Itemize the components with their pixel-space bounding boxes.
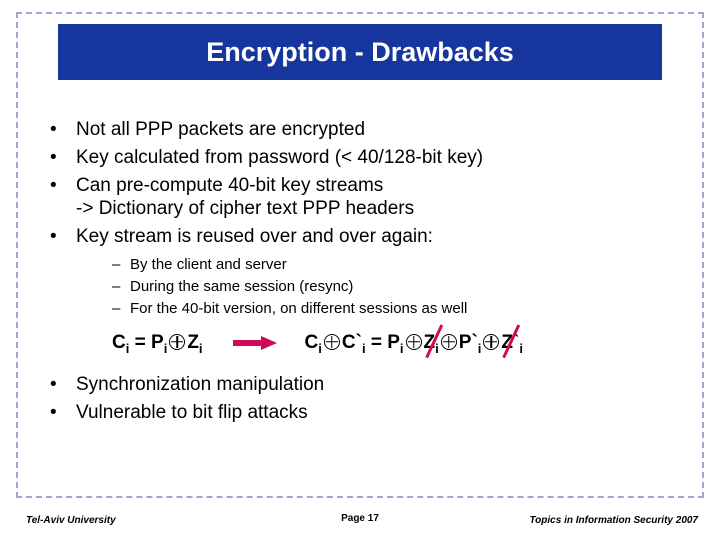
bullet-text: Can pre-compute 40-bit key streams-> Dic…	[76, 174, 680, 222]
bullet-item: • Key stream is reused over and over aga…	[50, 225, 680, 249]
bullet-dot: •	[50, 118, 76, 142]
xor-icon	[169, 334, 185, 350]
bullet-item: • Synchronization manipulation	[50, 373, 680, 397]
arrow-icon	[233, 336, 279, 350]
formula-row: Ci = PiZi CiC`i = PiZiP`iZ`i	[112, 332, 680, 356]
dash-icon: –	[112, 277, 130, 297]
sub-bullet-item: – During the same session (resync)	[112, 277, 680, 297]
page-label: Page	[341, 513, 368, 524]
formula-left: Ci = PiZi	[112, 332, 203, 356]
strike-line	[503, 324, 520, 358]
formula-right: CiC`i = PiZiP`iZ`i	[305, 332, 523, 356]
footer-right: Topics in Information Security 2007	[529, 515, 698, 526]
xor-icon	[441, 334, 457, 350]
slide-title: Encryption - Drawbacks	[206, 37, 514, 68]
sub-bullet-text: During the same session (resync)	[130, 277, 353, 297]
dash-icon: –	[112, 299, 130, 319]
sub-bullet-text: By the client and server	[130, 255, 287, 275]
bullet-text: Vulnerable to bit flip attacks	[76, 401, 680, 425]
bullet-text: Key stream is reused over and over again…	[76, 225, 680, 249]
page-number: 17	[368, 513, 379, 524]
xor-icon	[324, 334, 340, 350]
dash-icon: –	[112, 255, 130, 275]
sub-bullet-item: – By the client and server	[112, 255, 680, 275]
bullet-text: Not all PPP packets are encrypted	[76, 118, 680, 142]
bullet-item: • Vulnerable to bit flip attacks	[50, 401, 680, 425]
slide-content: • Not all PPP packets are encrypted • Ke…	[50, 118, 680, 429]
title-bar: Encryption - Drawbacks	[58, 24, 662, 80]
bullet-dot: •	[50, 174, 76, 222]
xor-icon	[483, 334, 499, 350]
bullet-text: Synchronization manipulation	[76, 373, 680, 397]
strike-line	[425, 324, 442, 358]
bullet-item: • Not all PPP packets are encrypted	[50, 118, 680, 142]
bullet-dot: •	[50, 373, 76, 397]
sub-bullet-list: – By the client and server – During the …	[112, 255, 680, 320]
bullet-dot: •	[50, 401, 76, 425]
bullet-dot: •	[50, 225, 76, 249]
xor-icon	[406, 334, 422, 350]
bullet-text: Key calculated from password (< 40/128-b…	[76, 146, 680, 170]
bullet-item: • Key calculated from password (< 40/128…	[50, 146, 680, 170]
bullet-item: • Can pre-compute 40-bit key streams-> D…	[50, 174, 680, 222]
bullet-dot: •	[50, 146, 76, 170]
sub-bullet-text: For the 40-bit version, on different ses…	[130, 299, 467, 319]
sub-bullet-item: – For the 40-bit version, on different s…	[112, 299, 680, 319]
